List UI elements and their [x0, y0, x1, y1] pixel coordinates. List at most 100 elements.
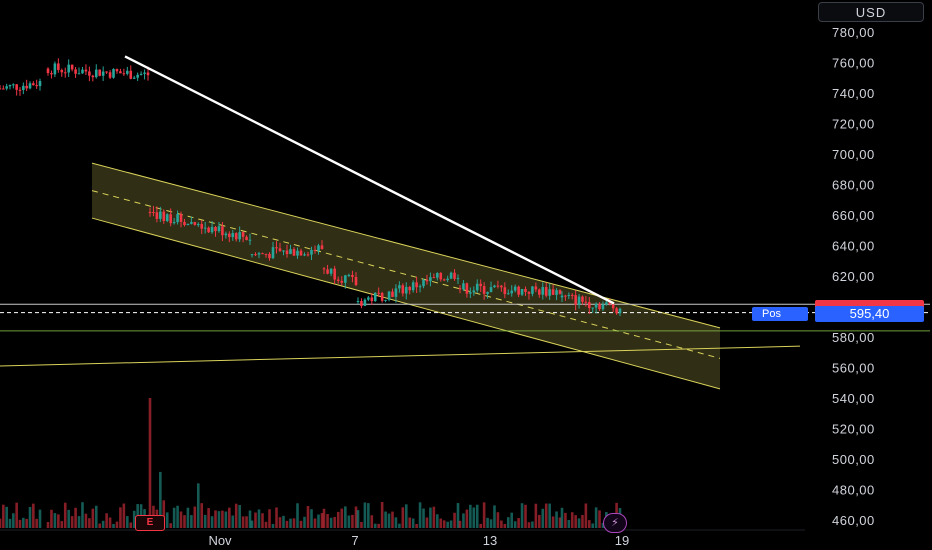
volume-bar: [496, 512, 500, 528]
volume-bar: [598, 510, 601, 528]
volume-bar: [560, 507, 564, 528]
volume-bar: [18, 519, 22, 528]
y-axis[interactable]: 460,00 480,00 500,00 520,00 540,00 560,00 580,…: [832, 25, 875, 528]
candle-body: [611, 303, 615, 309]
candle-body: [136, 74, 139, 78]
candle-body: [367, 297, 370, 300]
candle-body: [210, 226, 214, 233]
candle-body: [404, 286, 408, 294]
volume-bar: [200, 503, 204, 528]
volume-bar: [241, 516, 245, 528]
volume-bar: [344, 506, 347, 528]
volume-bar: [425, 517, 429, 528]
volume-bar: [404, 504, 408, 528]
volume-bar: [351, 514, 354, 528]
volume-bar: [196, 483, 200, 528]
candle-body: [469, 292, 472, 294]
volume-bar: [500, 520, 503, 528]
volume-bar: [190, 515, 193, 528]
candle-body: [555, 290, 558, 295]
x-tick-label: 19: [615, 533, 629, 548]
y-tick-label: 500,00: [832, 452, 875, 467]
volume-bar: [268, 509, 271, 528]
volume-bar: [285, 520, 289, 528]
candle-body: [584, 301, 588, 303]
volume-bar: [472, 507, 476, 528]
volume-bar: [401, 507, 405, 528]
volume-bar: [179, 511, 183, 528]
candle-body: [126, 70, 129, 74]
candle-body: [268, 253, 271, 259]
volume-bar: [391, 511, 394, 528]
candle-body: [510, 290, 514, 294]
candle-body: [538, 289, 541, 295]
volume-bar: [527, 522, 531, 528]
volume-bar: [115, 521, 119, 528]
trendline[interactable]: [124, 55, 615, 305]
candle-body: [527, 291, 531, 294]
volume-bar: [57, 514, 60, 528]
y-tick-label: 660,00: [832, 208, 875, 223]
candle-body: [472, 290, 476, 293]
candle-body: [179, 214, 183, 222]
candle-body: [560, 295, 564, 298]
earnings-badge[interactable]: E: [135, 515, 165, 531]
candle-body: [105, 71, 108, 73]
volume-bar: [453, 512, 456, 528]
volume-bar: [60, 521, 64, 528]
volume-bar: [555, 511, 558, 528]
candle-body: [207, 227, 210, 233]
candle-body: [558, 290, 562, 294]
volume-bar: [317, 514, 320, 528]
volume-bar: [326, 514, 329, 528]
candle-body: [344, 275, 347, 283]
candle-body: [336, 279, 340, 281]
candle-body: [50, 73, 53, 75]
currency-button[interactable]: USD: [818, 2, 924, 22]
volume-bar: [38, 509, 42, 528]
candle-body: [551, 289, 555, 295]
volume-bar: [228, 507, 231, 528]
volume-bar: [221, 510, 224, 528]
y-tick-label: 760,00: [832, 56, 875, 71]
volume-bar: [207, 508, 210, 528]
volume-bar: [456, 503, 460, 528]
candle-body: [524, 288, 527, 292]
candle-body: [250, 254, 254, 256]
volume-bar: [210, 516, 214, 528]
candle-body: [411, 282, 415, 291]
volume-bar: [394, 517, 398, 528]
volume-bar: [567, 519, 571, 528]
volume-bar: [384, 511, 387, 528]
price-lines: [0, 303, 930, 367]
y-tick-label: 560,00: [832, 361, 875, 376]
volume-bar: [245, 516, 248, 528]
candle-body: [581, 296, 584, 302]
candle-body: [94, 69, 98, 78]
price-channel[interactable]: [91, 162, 721, 390]
volume-bar: [462, 513, 465, 528]
candle-body: [432, 277, 436, 279]
volume-bar: [46, 522, 50, 528]
volume-bar: [380, 502, 384, 528]
lightning-icon[interactable]: ⚡: [603, 513, 627, 533]
candle-body: [63, 72, 67, 74]
candle-body: [340, 280, 344, 283]
candle-body: [496, 285, 500, 287]
volume-bar: [94, 505, 98, 528]
candle-body: [548, 289, 551, 296]
candle-body: [169, 214, 172, 224]
volume-bar: [520, 503, 524, 528]
volume-bar: [203, 514, 207, 528]
x-axis[interactable]: Nov 7 13 19: [208, 533, 629, 548]
volume-bar: [354, 506, 358, 528]
volume-bar: [320, 513, 324, 528]
position-label: Pos: [752, 307, 808, 321]
volume-bar: [601, 522, 605, 528]
candle-body: [462, 283, 465, 290]
volume-bar: [271, 523, 275, 528]
candle-body: [601, 304, 605, 310]
candle-body: [57, 63, 60, 70]
candle-body: [35, 85, 38, 87]
